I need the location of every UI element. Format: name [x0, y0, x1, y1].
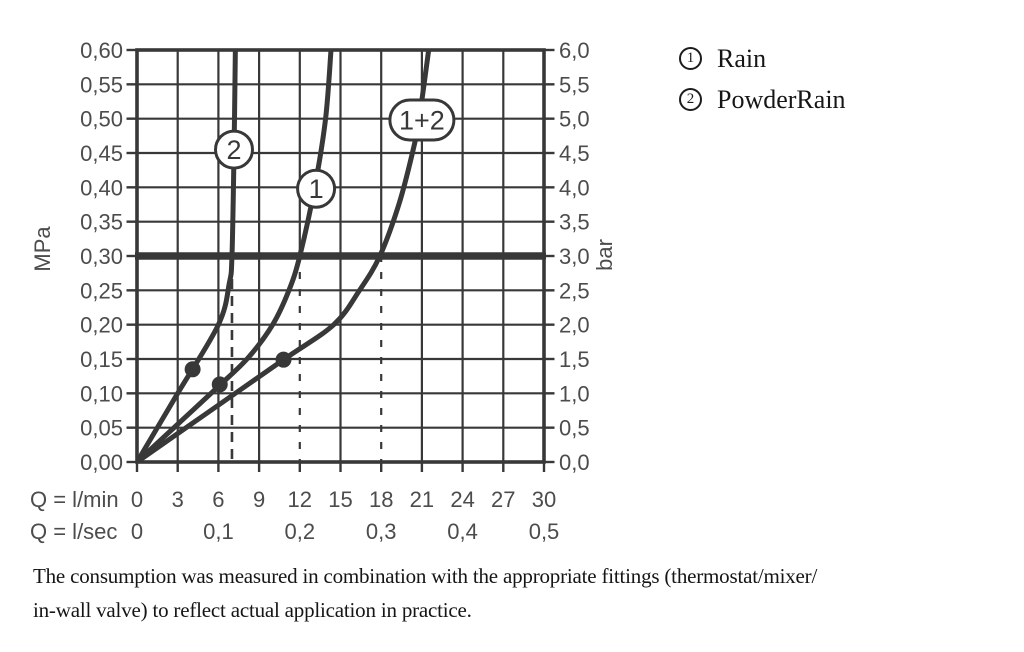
y-axis-tick-label-mpa: 0,50 [80, 107, 123, 132]
x-axis-tick-label-lsec: 0,3 [366, 519, 397, 544]
circled-number-icon: 1 [679, 47, 702, 70]
y-axis-tick-label-mpa: 0,25 [80, 278, 123, 303]
y-axis-tick-label-mpa: 0,20 [80, 313, 123, 338]
x-axis-tick-label-lsec: 0,4 [447, 519, 478, 544]
y-axis-tick-label-mpa: 0,35 [80, 210, 123, 235]
y-axis-tick-label-bar: 3,5 [559, 210, 590, 235]
flow-chart: 211+20,60 6,00,55 5,50,50 5,00,45 4,50,40 4,0… [30, 38, 617, 544]
x-axis-tick-label-lmin: 18 [369, 487, 393, 512]
x-axis-title-lsec: Q = l/sec [30, 519, 117, 544]
y-left-unit-label: MPa [30, 226, 55, 272]
legend-label: Rain [717, 43, 767, 73]
x-axis-title-lmin: Q = l/min [30, 487, 119, 512]
x-axis-tick-label-lmin: 21 [410, 487, 434, 512]
x-axis-tick-label-lsec: 0,1 [203, 519, 234, 544]
curve-label-bubble [296, 168, 337, 209]
y-axis-tick-label-mpa: 0,60 [80, 38, 123, 63]
x-axis-tick-label-lmin: 15 [328, 487, 352, 512]
curve-label-bubble [388, 98, 456, 142]
x-axis-tick-label-lmin: 24 [450, 487, 474, 512]
curve-label-text: 1 [309, 174, 324, 204]
legend-item-rain: 1 Rain [679, 43, 846, 73]
y-axis-tick-label-bar: 1,5 [559, 347, 590, 372]
x-axis-tick-label-lmin: 9 [253, 487, 265, 512]
x-axis-tick-label-lsec: 0 [131, 519, 143, 544]
y-axis-tick-label-bar: 5,0 [559, 107, 590, 132]
y-axis-tick-label-mpa: 0,45 [80, 141, 123, 166]
legend: 1 Rain 2 PowderRain [679, 43, 846, 114]
legend-item-powderrain: 2 PowderRain [679, 84, 846, 114]
x-axis-tick-label-lmin: 6 [212, 487, 224, 512]
curve-marker-dot [184, 361, 201, 378]
curve-label-bubble [214, 129, 255, 170]
curve-marker-dot [275, 351, 292, 368]
y-axis-tick-label-bar: 6,0 [559, 38, 590, 63]
x-axis-tick-label-lmin: 30 [532, 487, 556, 512]
curve-label-text: 2 [226, 135, 241, 165]
y-axis-tick-label-mpa: 0,30 [80, 244, 123, 269]
y-axis-tick-label-mpa: 0,10 [80, 381, 123, 406]
y-axis-tick-label-bar: 2,5 [559, 278, 590, 303]
y-axis-tick-label-bar: 2,0 [559, 313, 590, 338]
x-axis-tick-label-lsec: 0,2 [285, 519, 316, 544]
y-axis-tick-label-bar: 1,0 [559, 381, 590, 406]
y-axis-tick-label-mpa: 0,55 [80, 72, 123, 97]
y-axis-tick-label-bar: 5,5 [559, 72, 590, 97]
legend-label: PowderRain [717, 84, 846, 114]
y-axis-tick-label-mpa: 0,00 [80, 450, 123, 475]
y-axis-tick-label-mpa: 0,05 [80, 416, 123, 441]
y-axis-tick-label-mpa: 0,40 [80, 175, 123, 200]
x-axis-tick-label-lsec: 0,5 [529, 519, 560, 544]
x-axis-tick-label-lmin: 12 [288, 487, 312, 512]
caption-text: The consumption was measured in combinat… [33, 559, 913, 627]
y-axis-tick-label-mpa: 0,15 [80, 347, 123, 372]
caption-line-1: The consumption was measured in combinat… [33, 564, 818, 588]
curve-1 [137, 50, 334, 462]
curve-label-text: 1+2 [399, 106, 445, 136]
x-axis-tick-label-lmin: 0 [131, 487, 143, 512]
y-axis-tick-label-bar: 4,0 [559, 175, 590, 200]
y-axis-tick-label-bar: 4,5 [559, 141, 590, 166]
y-axis-tick-label-bar: 0,5 [559, 416, 590, 441]
x-axis-tick-label-lmin: 27 [491, 487, 515, 512]
caption-line-2: in-wall valve) to reflect actual applica… [33, 598, 472, 622]
curve-marker-dot [211, 376, 228, 393]
y-axis-tick-label-bar: 0,0 [559, 450, 590, 475]
x-axis-tick-label-lmin: 3 [172, 487, 184, 512]
chart-generated-layer: 211+20,60 6,00,55 5,50,50 5,00,45 4,50,40 4,0… [80, 38, 589, 544]
y-right-unit-label: bar [592, 239, 617, 271]
y-axis-tick-label-bar: 3,0 [559, 244, 590, 269]
circled-number-icon: 2 [679, 88, 702, 111]
